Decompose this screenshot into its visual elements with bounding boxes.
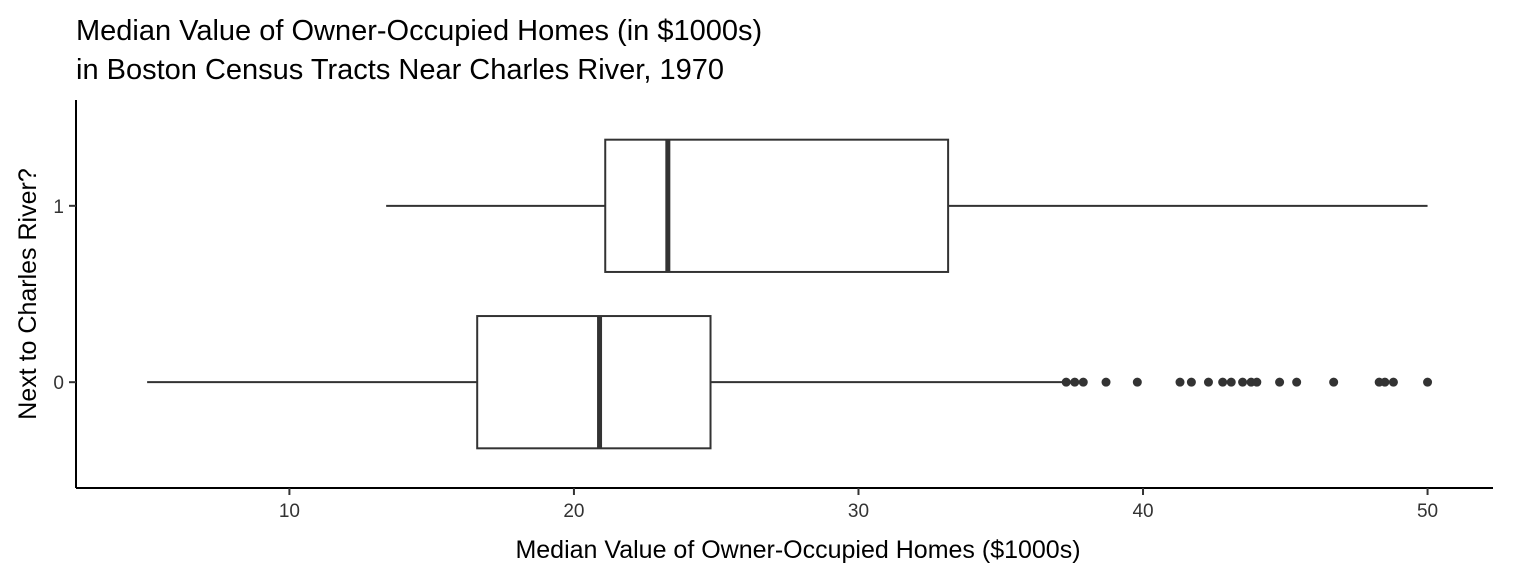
- box-group-1: [386, 138, 1428, 273]
- outlier-point-0-10: [1238, 377, 1248, 387]
- y-tick-label-0: 0: [53, 373, 64, 394]
- outlier-point-0-18: [1388, 377, 1398, 387]
- x-tick-label-20: 20: [563, 501, 584, 522]
- outlier-point-0-2: [1078, 377, 1088, 387]
- box-group-0: [147, 315, 1433, 450]
- outlier-point-0-15: [1329, 377, 1339, 387]
- outlier-point-0-8: [1218, 377, 1228, 387]
- chart-title-line-2: in Boston Census Tracts Near Charles Riv…: [76, 54, 724, 86]
- outlier-point-0-12: [1252, 377, 1262, 387]
- plot-area: [147, 138, 1433, 450]
- outlier-point-0-4: [1132, 377, 1142, 387]
- y-axis-title: Next to Charles River?: [14, 168, 42, 419]
- outlier-point-0-9: [1226, 377, 1236, 387]
- outlier-point-0-3: [1101, 377, 1111, 387]
- x-axis-title: Median Value of Owner-Occupied Homes ($1…: [515, 536, 1080, 564]
- outlier-point-0-13: [1275, 377, 1285, 387]
- y-tick-label-1: 1: [53, 197, 64, 218]
- x-tick-label-50: 50: [1417, 501, 1438, 522]
- x-tick-label-40: 40: [1132, 501, 1153, 522]
- x-tick-label-30: 30: [848, 501, 869, 522]
- box-1: [604, 138, 950, 273]
- x-axis-ticks: 10 20 30 40 50: [279, 488, 1438, 522]
- x-tick-label-10: 10: [279, 501, 300, 522]
- chart-title-line-1: Median Value of Owner-Occupied Homes (in…: [76, 15, 762, 47]
- outlier-point-0-6: [1186, 377, 1196, 387]
- y-axis-ticks: 01: [53, 197, 76, 394]
- outlier-point-0-1: [1070, 377, 1080, 387]
- chart-title: Median Value of Owner-Occupied Homes (in…: [76, 15, 762, 86]
- outlier-point-0-14: [1292, 377, 1302, 387]
- outlier-point-0-17: [1380, 377, 1390, 387]
- outlier-point-0-19: [1423, 377, 1433, 387]
- outlier-point-0-7: [1203, 377, 1213, 387]
- outlier-point-0-5: [1175, 377, 1185, 387]
- outlier-point-0-0: [1061, 377, 1071, 387]
- box-0: [476, 315, 712, 450]
